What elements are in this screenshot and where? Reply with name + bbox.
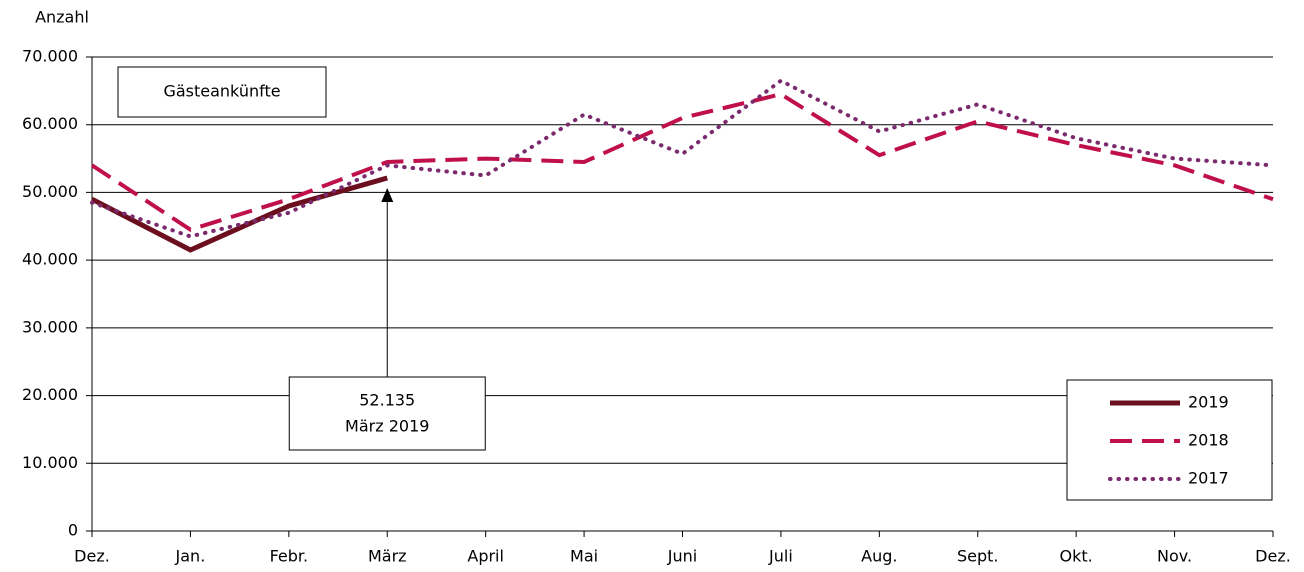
legend-label: 2018 [1188,431,1229,450]
series-line [90,175,388,253]
x-tick-label: Nov. [1157,547,1192,566]
y-tick-label: 50.000 [22,182,78,201]
legend-box [1066,379,1273,501]
y-tick-label: 20.000 [22,385,78,404]
annotation-text: 52.135 [359,391,415,410]
y-tick-label: 10.000 [22,453,78,472]
x-tick-label: Febr. [270,547,309,566]
x-tick-label: Jan. [175,547,206,566]
chart-title: Gästeankünfte [163,82,280,101]
x-tick-label: Dez. [74,547,110,566]
x-tick-label: Okt. [1060,547,1093,566]
legend-label: 2019 [1188,393,1229,412]
x-tick-label: Sept. [957,547,999,566]
series-line [90,78,1275,239]
x-tick-label: Dez. [1255,547,1291,566]
annotation-text: März 2019 [345,417,429,436]
y-tick-label: 40.000 [22,250,78,269]
y-tick-label: 30.000 [22,317,78,336]
x-tick-label: Mai [570,547,598,566]
x-tick-label: April [467,547,504,566]
arrow-head [381,187,394,202]
legend-label: 2017 [1188,469,1229,488]
x-tick-label: März [368,547,407,566]
x-tick-label: Aug. [861,547,897,566]
y-tick-label: 60.000 [22,114,78,133]
y-tick-label: 70.000 [22,47,78,66]
y-axis-label: Anzahl [35,8,89,27]
x-tick-label: Juli [768,547,793,566]
y-tick-label: 0 [68,521,78,540]
x-tick-label: Juni [667,547,697,566]
annotation-box [288,376,486,451]
title-box [117,66,327,118]
